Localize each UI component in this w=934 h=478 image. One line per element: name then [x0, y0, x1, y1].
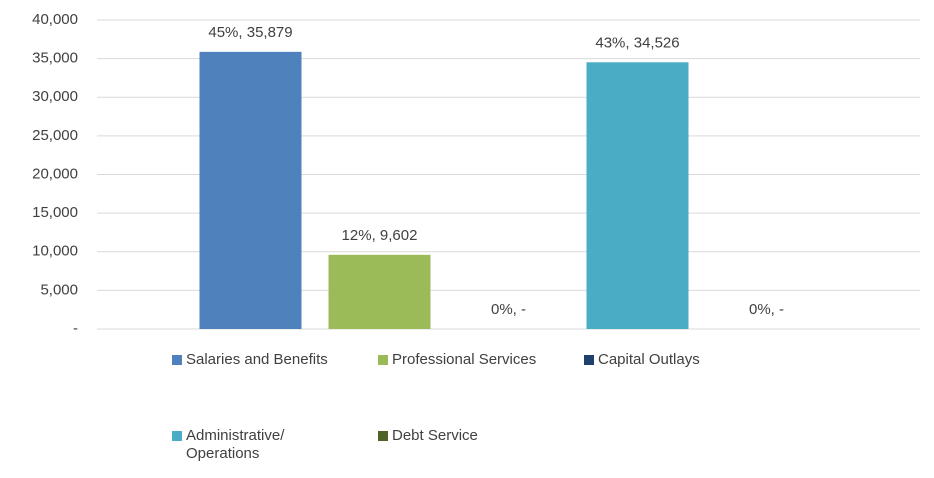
data-label: 12%, 9,602 [342, 227, 418, 244]
legend-item: Professional Services [378, 351, 536, 369]
legend-swatch [584, 355, 594, 365]
y-tick-label: 40,000 [32, 11, 78, 28]
y-tick-label: 25,000 [32, 127, 78, 144]
data-label: 43%, 34,526 [595, 34, 679, 51]
legend-swatch [172, 431, 182, 441]
bar [586, 62, 689, 329]
y-tick-label: 20,000 [32, 165, 78, 182]
y-tick-label: 30,000 [32, 88, 78, 105]
legend-item: Administrative/ Operations [172, 427, 346, 463]
legend-label: Salaries and Benefits [186, 351, 328, 368]
y-tick-label: 5,000 [40, 281, 78, 298]
bar [328, 254, 431, 329]
data-label: 0%, - [491, 301, 526, 318]
bar [199, 51, 302, 330]
legend-swatch [172, 355, 182, 365]
legend-item: Salaries and Benefits [172, 351, 328, 369]
legend-label: Capital Outlays [598, 351, 700, 368]
legend-swatch [378, 431, 388, 441]
data-label: 45%, 35,879 [208, 24, 292, 41]
y-tick-label: 35,000 [32, 50, 78, 67]
legend-label: Debt Service [392, 427, 478, 444]
y-tick-label: 10,000 [32, 243, 78, 260]
legend-item: Capital Outlays [584, 351, 700, 369]
legend-label: Professional Services [392, 351, 537, 368]
legend-swatch [378, 355, 388, 365]
legend-label: Administrative/ Operations [186, 427, 285, 462]
legend-item: Debt Service [378, 427, 478, 445]
y-tick-label: - [73, 320, 78, 337]
y-tick-label: 15,000 [32, 204, 78, 221]
data-label: 0%, - [749, 301, 784, 318]
